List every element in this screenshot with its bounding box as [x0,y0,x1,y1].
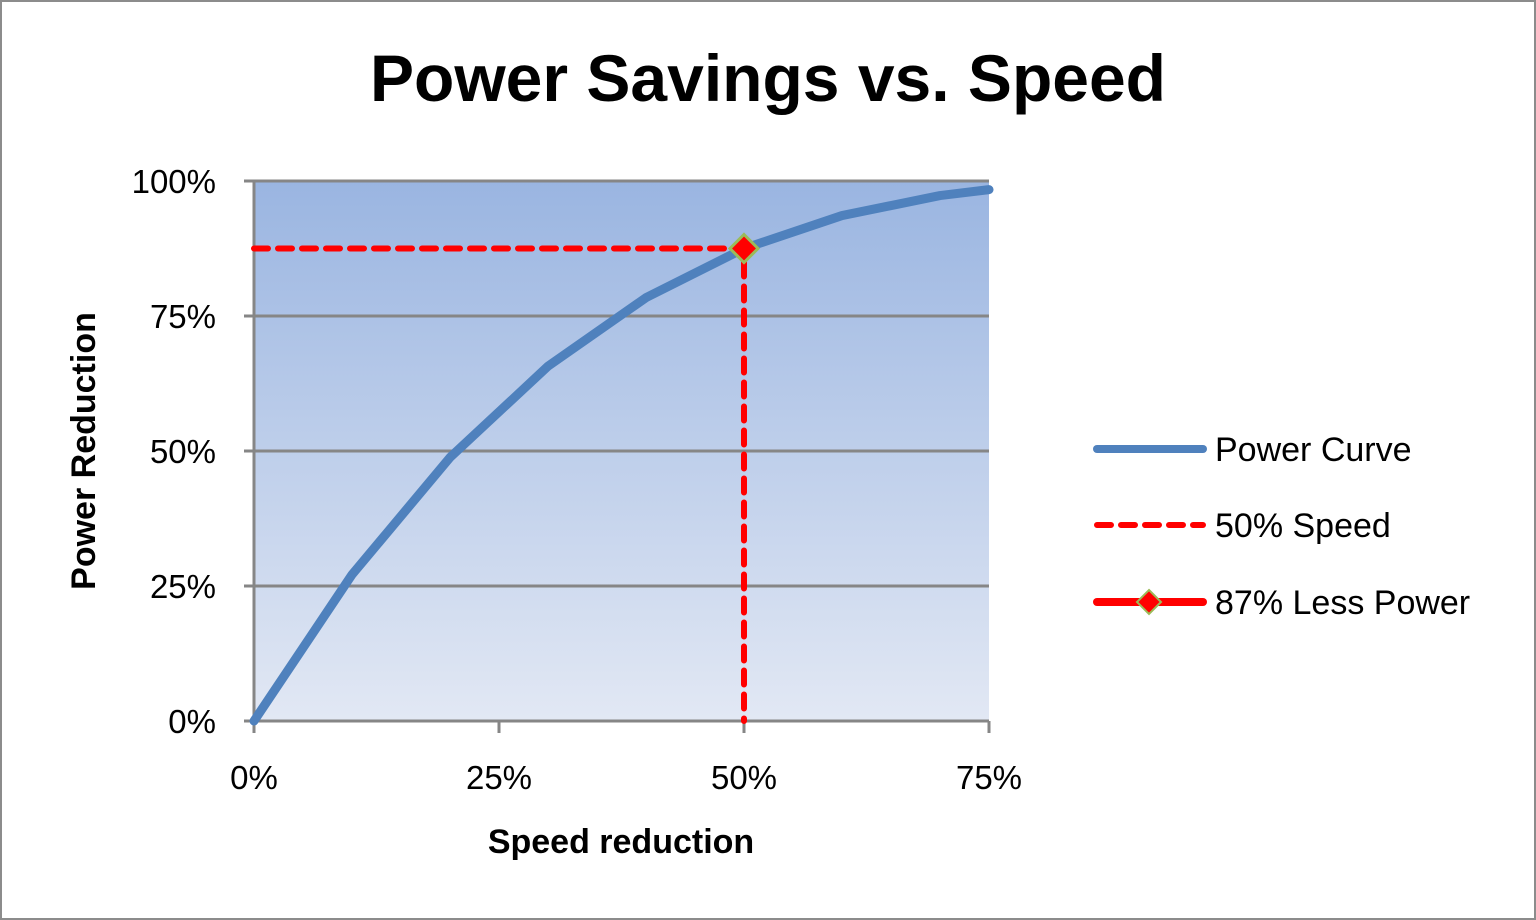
legend-50-speed-label: 50% Speed [1215,507,1391,545]
x-tick-label: 75% [956,759,1022,796]
chart-title: Power Savings vs. Speed [370,41,1166,115]
y-tick-labels: 0% 25% 50% 75% 100% [132,163,216,740]
diamond-marker-icon [727,232,761,265]
x-tick-label: 0% [230,759,278,796]
x-axis-label: Speed reduction [488,823,754,861]
legend-87-less-power-label: 87% Less Power [1215,584,1470,622]
legend-power-curve-label: Power Curve [1215,431,1412,469]
axes [244,179,991,733]
x-tick-label: 25% [466,759,532,796]
y-axis-label: Power Reduction [65,312,103,590]
y-tick-label: 100% [132,163,216,200]
y-tick-label: 0% [168,703,216,740]
y-tick-label: 50% [150,433,216,470]
y-tick-label: 75% [150,298,216,335]
power-curve-line [249,185,994,726]
legend: Power Curve 50% Speed 87% Less Power [1093,431,1470,622]
x-tick-labels: 0% 25% 50% 75% [230,759,1022,796]
series-layer [249,185,994,726]
y-tick-label: 25% [150,568,216,605]
legend-diamond-marker-icon [1135,588,1163,616]
x-tick-label: 50% [711,759,777,796]
